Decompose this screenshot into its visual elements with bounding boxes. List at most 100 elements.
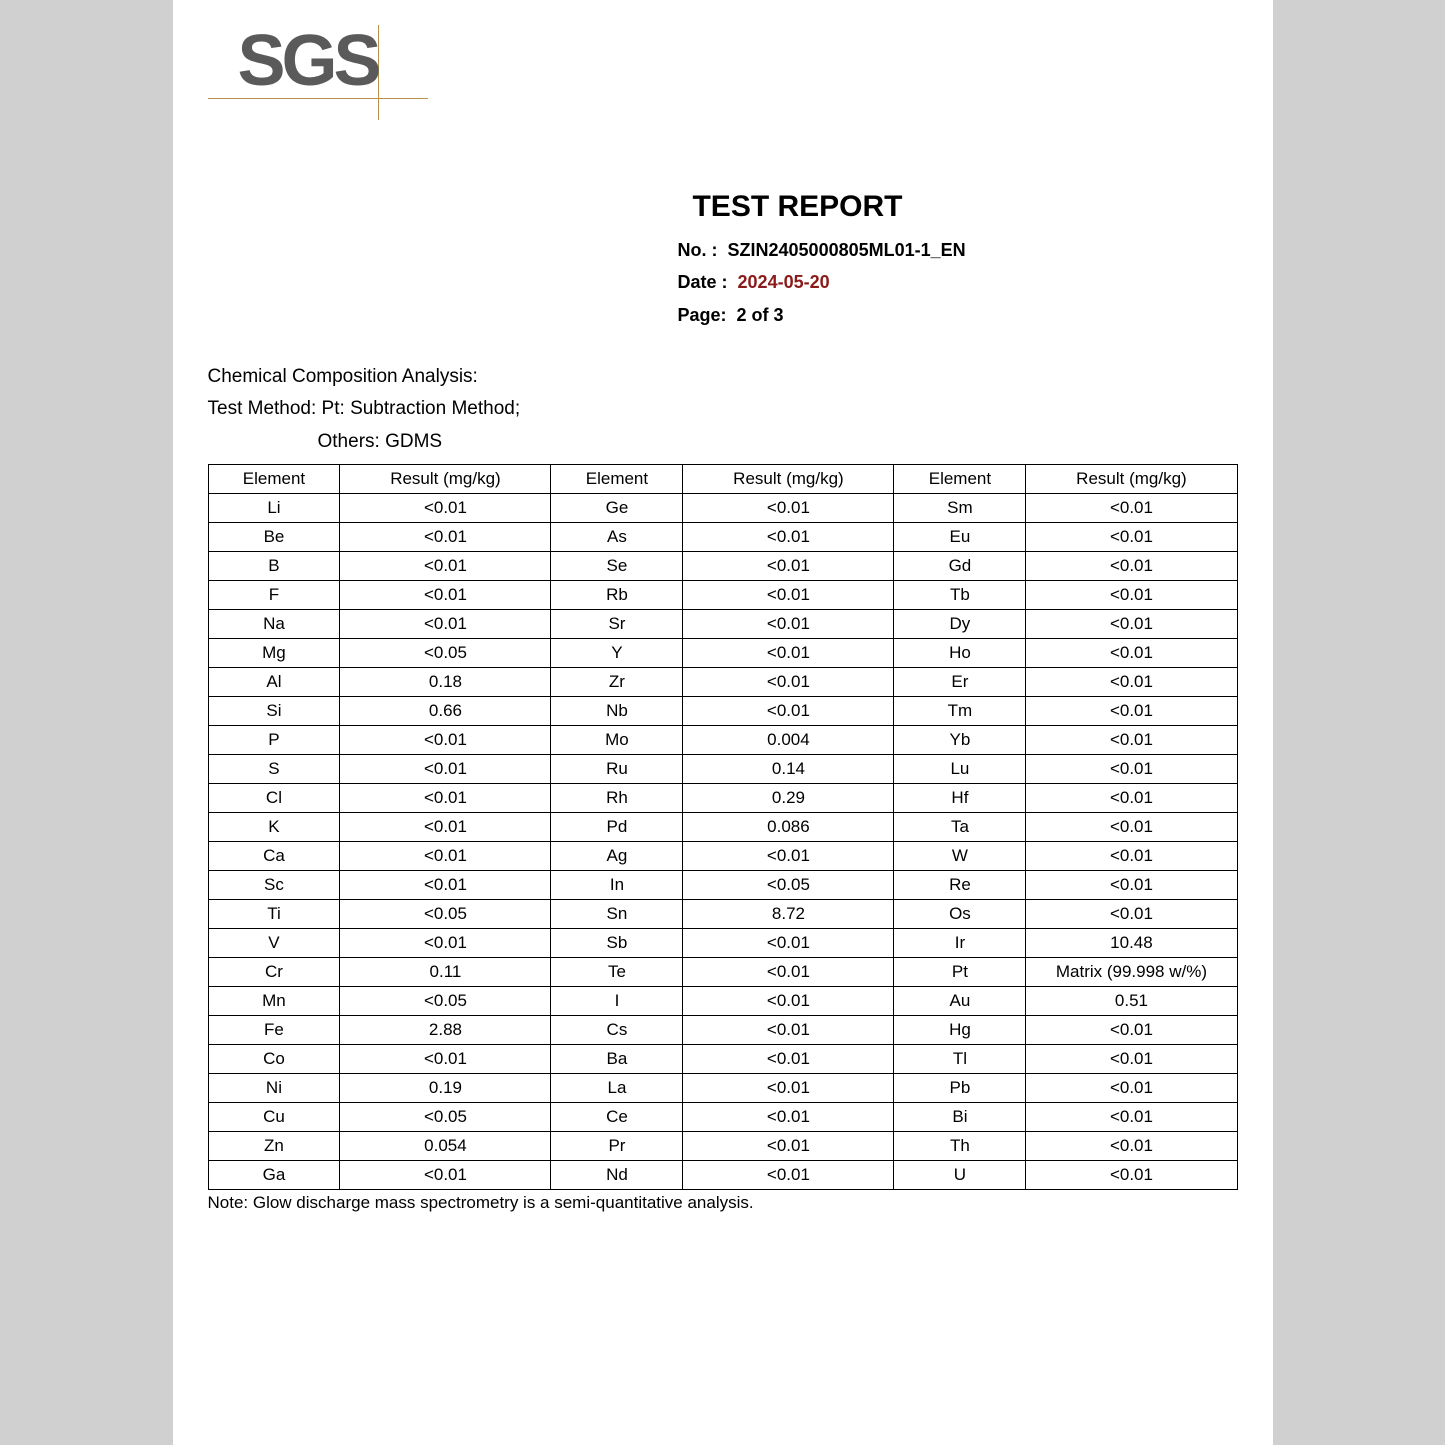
- table-cell: <0.01: [340, 929, 551, 958]
- table-cell: Pb: [894, 1074, 1026, 1103]
- table-cell: Tm: [894, 697, 1026, 726]
- table-row: Na<0.01Sr<0.01Dy<0.01: [208, 610, 1237, 639]
- table-cell: Nd: [551, 1161, 683, 1190]
- table-cell: Fe: [208, 1016, 340, 1045]
- table-row: Be<0.01As<0.01Eu<0.01: [208, 523, 1237, 552]
- table-cell: <0.01: [1026, 784, 1237, 813]
- table-cell: S: [208, 755, 340, 784]
- table-cell: Ho: [894, 639, 1026, 668]
- sgs-logo: SGS: [208, 30, 428, 110]
- table-cell: <0.01: [340, 552, 551, 581]
- header-element-1: Element: [208, 465, 340, 494]
- table-cell: <0.01: [340, 1161, 551, 1190]
- table-cell: Ge: [551, 494, 683, 523]
- table-row: Ga<0.01Nd<0.01U<0.01: [208, 1161, 1237, 1190]
- table-cell: Ta: [894, 813, 1026, 842]
- table-cell: Nb: [551, 697, 683, 726]
- table-row: Sc<0.01In<0.05Re<0.01: [208, 871, 1237, 900]
- table-cell: <0.01: [1026, 1016, 1237, 1045]
- table-cell: Hg: [894, 1016, 1026, 1045]
- table-cell: Dy: [894, 610, 1026, 639]
- page-label: Page:: [678, 305, 727, 325]
- table-cell: 0.29: [683, 784, 894, 813]
- table-cell: <0.01: [340, 726, 551, 755]
- table-cell: <0.01: [340, 784, 551, 813]
- table-cell: <0.01: [1026, 1103, 1237, 1132]
- table-cell: <0.01: [683, 1016, 894, 1045]
- table-cell: Th: [894, 1132, 1026, 1161]
- table-row: Ni0.19La<0.01Pb<0.01: [208, 1074, 1237, 1103]
- section-title: Chemical Composition Analysis:: [208, 361, 1238, 393]
- composition-table: Element Result (mg/kg) Element Result (m…: [208, 464, 1238, 1190]
- table-cell: <0.01: [683, 1074, 894, 1103]
- table-cell: <0.01: [1026, 1132, 1237, 1161]
- table-row: V<0.01Sb<0.01Ir10.48: [208, 929, 1237, 958]
- table-cell: <0.01: [683, 1045, 894, 1074]
- table-row: Cr0.11Te<0.01PtMatrix (99.998 w/%): [208, 958, 1237, 987]
- table-cell: Pt: [894, 958, 1026, 987]
- table-cell: Pr: [551, 1132, 683, 1161]
- table-cell: La: [551, 1074, 683, 1103]
- table-cell: Mo: [551, 726, 683, 755]
- logo-text: SGS: [238, 20, 378, 102]
- table-cell: <0.01: [1026, 610, 1237, 639]
- table-cell: 8.72: [683, 900, 894, 929]
- table-cell: 10.48: [1026, 929, 1237, 958]
- table-cell: <0.01: [683, 639, 894, 668]
- table-cell: <0.01: [1026, 697, 1237, 726]
- table-cell: Eu: [894, 523, 1026, 552]
- table-row: Ca<0.01Ag<0.01W<0.01: [208, 842, 1237, 871]
- table-cell: <0.05: [683, 871, 894, 900]
- analysis-header: Chemical Composition Analysis: Test Meth…: [208, 361, 1238, 458]
- table-cell: <0.01: [1026, 639, 1237, 668]
- table-cell: <0.01: [340, 1045, 551, 1074]
- table-cell: Li: [208, 494, 340, 523]
- table-cell: <0.01: [1026, 813, 1237, 842]
- table-cell: Na: [208, 610, 340, 639]
- table-row: K<0.01Pd0.086Ta<0.01: [208, 813, 1237, 842]
- no-value: SZIN2405000805ML01-1_EN: [728, 240, 966, 260]
- table-cell: <0.05: [340, 1103, 551, 1132]
- table-cell: I: [551, 987, 683, 1016]
- table-cell: Se: [551, 552, 683, 581]
- table-cell: Er: [894, 668, 1026, 697]
- page-value: 2 of 3: [737, 305, 784, 325]
- table-row: Si0.66Nb<0.01Tm<0.01: [208, 697, 1237, 726]
- table-cell: <0.01: [340, 610, 551, 639]
- table-cell: <0.01: [340, 871, 551, 900]
- table-cell: Cs: [551, 1016, 683, 1045]
- table-cell: <0.01: [683, 610, 894, 639]
- table-cell: Te: [551, 958, 683, 987]
- table-cell: Ca: [208, 842, 340, 871]
- table-cell: 0.51: [1026, 987, 1237, 1016]
- table-cell: <0.01: [683, 494, 894, 523]
- table-row: Zn0.054Pr<0.01Th<0.01: [208, 1132, 1237, 1161]
- table-cell: Al: [208, 668, 340, 697]
- table-row: Fe2.88Cs<0.01Hg<0.01: [208, 1016, 1237, 1045]
- table-cell: Au: [894, 987, 1026, 1016]
- table-cell: <0.01: [1026, 668, 1237, 697]
- table-cell: <0.01: [340, 842, 551, 871]
- table-cell: Pd: [551, 813, 683, 842]
- table-cell: <0.01: [683, 958, 894, 987]
- table-cell: Gd: [894, 552, 1026, 581]
- table-cell: 0.086: [683, 813, 894, 842]
- table-cell: Y: [551, 639, 683, 668]
- table-body: Li<0.01Ge<0.01Sm<0.01Be<0.01As<0.01Eu<0.…: [208, 494, 1237, 1190]
- table-cell: <0.01: [683, 581, 894, 610]
- table-cell: 0.054: [340, 1132, 551, 1161]
- table-cell: Ce: [551, 1103, 683, 1132]
- table-cell: Ir: [894, 929, 1026, 958]
- header-result-2: Result (mg/kg): [683, 465, 894, 494]
- table-cell: 0.66: [340, 697, 551, 726]
- table-cell: Sr: [551, 610, 683, 639]
- date-value: 2024-05-20: [738, 272, 830, 292]
- header-result-3: Result (mg/kg): [1026, 465, 1237, 494]
- table-cell: <0.01: [1026, 552, 1237, 581]
- table-cell: Zr: [551, 668, 683, 697]
- table-cell: Sb: [551, 929, 683, 958]
- table-cell: V: [208, 929, 340, 958]
- table-cell: <0.01: [340, 581, 551, 610]
- table-cell: <0.01: [1026, 1045, 1237, 1074]
- table-cell: In: [551, 871, 683, 900]
